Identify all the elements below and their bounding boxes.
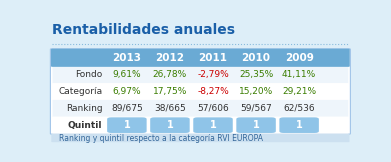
Text: 29,21%: 29,21%	[282, 87, 316, 96]
Text: 2010: 2010	[242, 53, 271, 63]
FancyBboxPatch shape	[51, 49, 350, 67]
FancyBboxPatch shape	[107, 117, 147, 133]
Text: 2013: 2013	[112, 53, 142, 63]
FancyBboxPatch shape	[193, 117, 233, 133]
Text: -8,27%: -8,27%	[197, 87, 229, 96]
Text: 2011: 2011	[199, 53, 228, 63]
Text: -2,79%: -2,79%	[197, 70, 229, 79]
Text: 41,11%: 41,11%	[282, 70, 316, 79]
Text: 1: 1	[210, 120, 216, 130]
FancyBboxPatch shape	[150, 117, 190, 133]
Text: 1: 1	[167, 120, 173, 130]
Text: Ranking: Ranking	[66, 104, 102, 113]
Text: 25,35%: 25,35%	[239, 70, 273, 79]
Text: 57/606: 57/606	[197, 104, 229, 113]
FancyBboxPatch shape	[51, 134, 350, 142]
Text: Quintil: Quintil	[68, 121, 102, 130]
FancyBboxPatch shape	[52, 117, 348, 134]
FancyBboxPatch shape	[52, 66, 348, 83]
Text: 2009: 2009	[285, 53, 314, 63]
Text: 15,20%: 15,20%	[239, 87, 273, 96]
Text: 1: 1	[253, 120, 260, 130]
Text: 59/567: 59/567	[240, 104, 272, 113]
FancyBboxPatch shape	[52, 100, 348, 117]
Text: 26,78%: 26,78%	[153, 70, 187, 79]
Text: 2012: 2012	[156, 53, 185, 63]
Text: Rentabilidades anuales: Rentabilidades anuales	[52, 23, 235, 37]
Text: 62/536: 62/536	[283, 104, 315, 113]
Text: 1: 1	[124, 120, 130, 130]
FancyBboxPatch shape	[52, 83, 348, 100]
FancyBboxPatch shape	[50, 49, 350, 134]
Text: 1: 1	[296, 120, 303, 130]
Text: 9,61%: 9,61%	[113, 70, 141, 79]
Text: 6,97%: 6,97%	[113, 87, 141, 96]
Text: Ranking y quintil respecto a la categoría RVI EUROPA: Ranking y quintil respecto a la categorí…	[59, 134, 264, 143]
Text: 38/665: 38/665	[154, 104, 186, 113]
Text: 17,75%: 17,75%	[153, 87, 187, 96]
Text: Categoría: Categoría	[58, 87, 102, 96]
Text: Fondo: Fondo	[75, 70, 102, 79]
Text: 89/675: 89/675	[111, 104, 143, 113]
FancyBboxPatch shape	[280, 117, 319, 133]
FancyBboxPatch shape	[236, 117, 276, 133]
